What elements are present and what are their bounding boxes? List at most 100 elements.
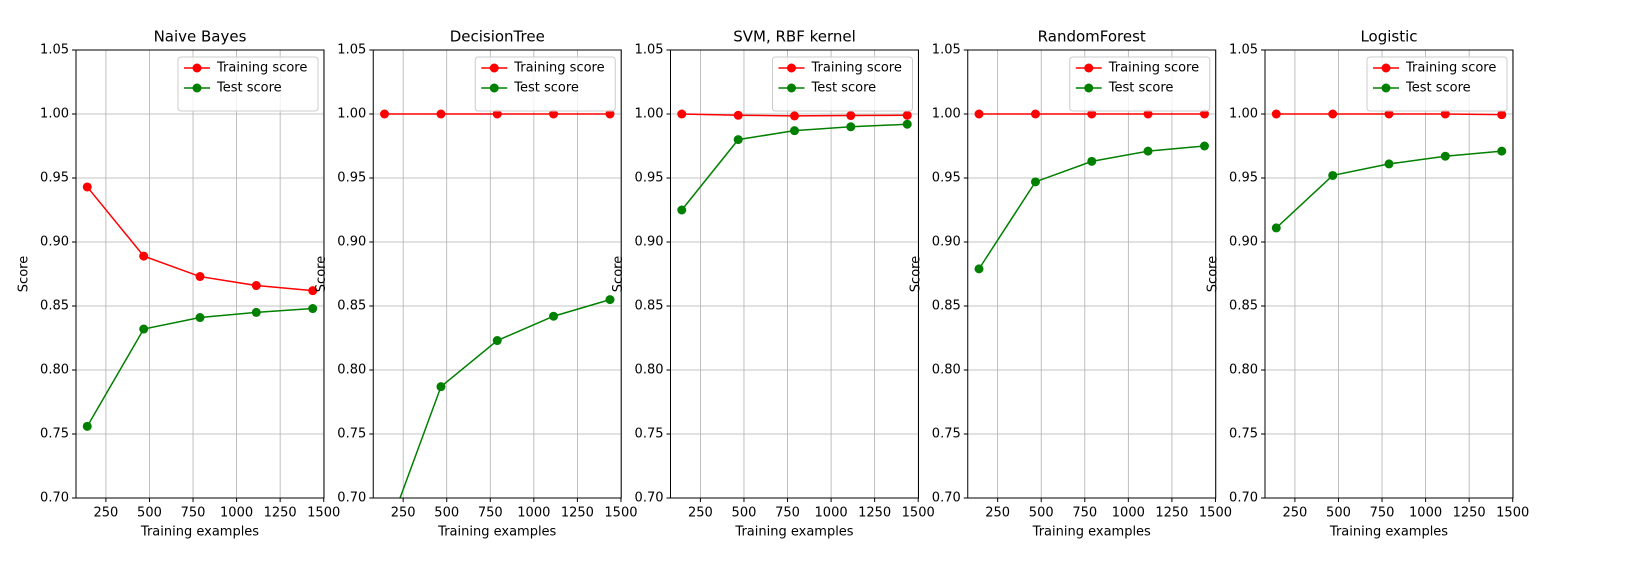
x-tick-label: 500 (732, 506, 757, 521)
x-tick-label: 750 (1072, 506, 1097, 521)
x-tick-label: 1000 (517, 506, 550, 521)
y-axis-label: Score (611, 256, 626, 292)
chart-title: RandomForest (1038, 28, 1146, 46)
legend-marker (787, 83, 796, 93)
legend-label: Training score (811, 61, 902, 76)
x-tick-label: 1250 (264, 506, 297, 521)
marker (733, 110, 743, 120)
marker (1271, 109, 1281, 119)
y-tick-label: 1.00 (932, 107, 961, 122)
y-tick-label: 0.90 (635, 235, 664, 250)
y-axis-label: Score (908, 256, 923, 292)
axes-frame (75, 49, 325, 499)
subplot: 0.70 0.75 0.80 0.85 0.90 0.95 1.00 1.05 250 500 75… (17, 28, 341, 540)
legend-marker (192, 63, 202, 73)
line (86, 307, 313, 427)
marker (677, 109, 687, 119)
y-tick-label: 0.85 (932, 299, 961, 314)
marker (1328, 170, 1338, 180)
marker (549, 311, 559, 321)
marker (82, 182, 92, 192)
axes-frame (670, 49, 919, 499)
marker (1384, 159, 1394, 169)
y-tick-label: 0.75 (635, 427, 664, 442)
y-tick-label: 0.95 (932, 171, 961, 186)
x-tick-label: 1250 (1453, 506, 1486, 521)
chart-title: Naive Bayes (154, 28, 247, 46)
marker (1440, 151, 1450, 161)
marker (436, 109, 446, 119)
x-tick-label: 250 (391, 506, 416, 521)
marker (308, 304, 318, 314)
axes-frame (967, 49, 1217, 499)
marker (1497, 146, 1507, 156)
x-tick-label: 1250 (561, 506, 594, 521)
y-tick-label: 1.00 (1229, 107, 1258, 122)
marker (1030, 177, 1040, 187)
marker (974, 109, 984, 119)
x-tick-label: 1250 (858, 506, 891, 521)
marker (846, 122, 856, 132)
marker (380, 536, 389, 545)
y-tick-label: 0.95 (635, 171, 664, 186)
legend-marker (1084, 83, 1094, 93)
legend-box (474, 56, 616, 112)
marker (1087, 109, 1097, 119)
marker (1199, 141, 1209, 151)
marker (605, 109, 615, 119)
plot-area (380, 109, 615, 545)
legend-box (1366, 56, 1508, 112)
legend-label: Test score (513, 81, 579, 96)
y-axis-label: Score (17, 256, 32, 292)
x-tick-label: 1500 (1496, 506, 1529, 521)
y-axis-label: Score (314, 256, 329, 292)
x-tick-label: 750 (478, 506, 503, 521)
marker (82, 421, 92, 431)
marker (1199, 109, 1209, 119)
legend: Training score Test score (177, 56, 319, 112)
marker (733, 135, 743, 145)
y-tick-label: 0.80 (932, 363, 961, 378)
subplot: 0.70 0.75 0.80 0.85 0.90 0.95 1.00 1.05 250 500 75… (314, 28, 638, 545)
marker (139, 324, 149, 334)
x-axis-label: Training examples (140, 525, 259, 540)
x-axis-label: Training examples (1329, 525, 1448, 540)
y-tick-label: 0.90 (932, 235, 961, 250)
x-tick-label: 1000 (1409, 506, 1442, 521)
marker (380, 109, 390, 119)
marker (1497, 110, 1507, 120)
marker (605, 295, 615, 305)
legend-marker (489, 83, 499, 93)
y-tick-label: 0.70 (40, 491, 69, 506)
legend-label: Test score (216, 81, 282, 96)
y-tick-label: 1.05 (932, 43, 961, 58)
x-tick-label: 500 (434, 506, 459, 521)
line (681, 123, 908, 211)
subplot: 0.70 0.75 0.80 0.85 0.90 0.95 1.00 1.05 250 500 75… (611, 28, 935, 540)
legend: Training score Test score (1069, 56, 1211, 112)
chart-title: SVM, RBF kernel (733, 28, 856, 46)
y-tick-label: 0.85 (40, 299, 69, 314)
marker (492, 109, 502, 119)
x-tick-label: 1000 (1112, 506, 1145, 521)
legend-label: Training score (1108, 61, 1199, 76)
legend-marker (489, 63, 499, 73)
x-tick-label: 750 (775, 506, 800, 521)
y-tick-label: 0.80 (337, 363, 366, 378)
y-tick-label: 0.70 (635, 491, 664, 506)
marker (846, 111, 856, 121)
legend-marker (192, 83, 202, 93)
chart-title: Logistic (1360, 28, 1417, 46)
line (399, 298, 611, 498)
y-tick-label: 0.85 (337, 299, 366, 314)
marker (1384, 109, 1394, 119)
y-tick-label: 0.75 (40, 427, 69, 442)
marker (195, 313, 205, 323)
marker (1087, 156, 1097, 166)
y-tick-label: 0.75 (337, 427, 366, 442)
x-tick-label: 750 (181, 506, 206, 521)
legend-label: Test score (1108, 81, 1174, 96)
legend-label: Training score (1405, 61, 1496, 76)
y-tick-label: 1.05 (40, 43, 69, 58)
